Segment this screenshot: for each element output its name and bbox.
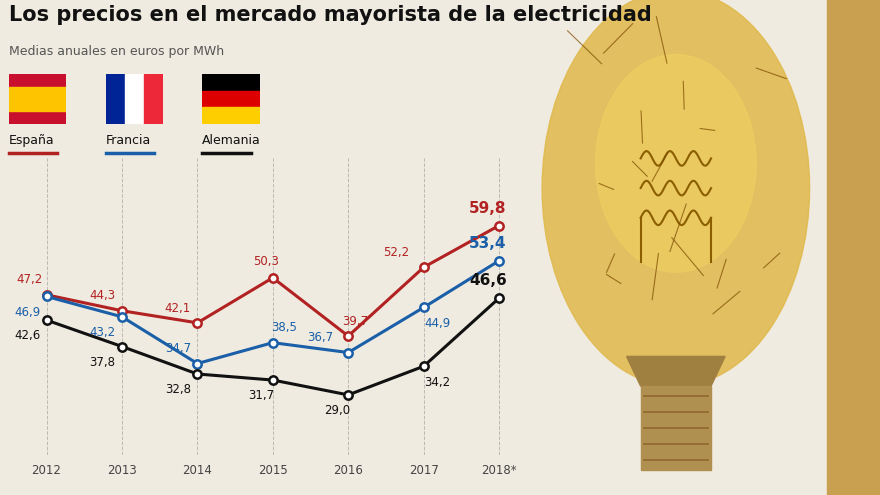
- Ellipse shape: [542, 0, 810, 386]
- Text: España: España: [9, 134, 55, 147]
- Text: Medias anuales en euros por MWh: Medias anuales en euros por MWh: [9, 45, 224, 57]
- Text: 47,2: 47,2: [17, 273, 43, 287]
- Bar: [9, 87, 66, 111]
- Bar: [202, 74, 260, 91]
- Text: 34,7: 34,7: [165, 342, 191, 355]
- Text: 31,7: 31,7: [249, 389, 275, 402]
- Text: 50,3: 50,3: [253, 255, 279, 268]
- Text: Los precios en el mercado mayorista de la electricidad: Los precios en el mercado mayorista de l…: [9, 5, 651, 25]
- Text: 36,7: 36,7: [307, 331, 334, 344]
- Text: 46,6: 46,6: [469, 273, 507, 289]
- Text: 44,9: 44,9: [424, 317, 451, 330]
- Text: 29,0: 29,0: [324, 404, 350, 417]
- Ellipse shape: [596, 54, 756, 272]
- Text: 38,5: 38,5: [271, 321, 297, 334]
- Bar: [106, 74, 125, 124]
- Polygon shape: [627, 356, 725, 386]
- Text: 53,4: 53,4: [469, 236, 507, 251]
- Bar: [202, 91, 260, 107]
- Text: 42,1: 42,1: [165, 301, 191, 314]
- Bar: [827, 0, 880, 495]
- Text: 32,8: 32,8: [165, 383, 191, 396]
- Text: Alemania: Alemania: [202, 134, 261, 147]
- Text: Francia: Francia: [106, 134, 150, 147]
- Bar: [125, 74, 144, 124]
- Bar: [641, 386, 711, 470]
- Bar: [144, 74, 163, 124]
- Text: 39,7: 39,7: [342, 315, 368, 328]
- Text: 59,8: 59,8: [469, 201, 507, 216]
- Text: 43,2: 43,2: [90, 326, 115, 339]
- Text: 37,8: 37,8: [90, 356, 115, 369]
- Text: 44,3: 44,3: [90, 290, 115, 302]
- Text: 52,2: 52,2: [383, 246, 409, 259]
- Text: 46,9: 46,9: [14, 306, 40, 319]
- Bar: [202, 107, 260, 124]
- Text: 42,6: 42,6: [14, 329, 40, 343]
- Text: 34,2: 34,2: [424, 376, 451, 389]
